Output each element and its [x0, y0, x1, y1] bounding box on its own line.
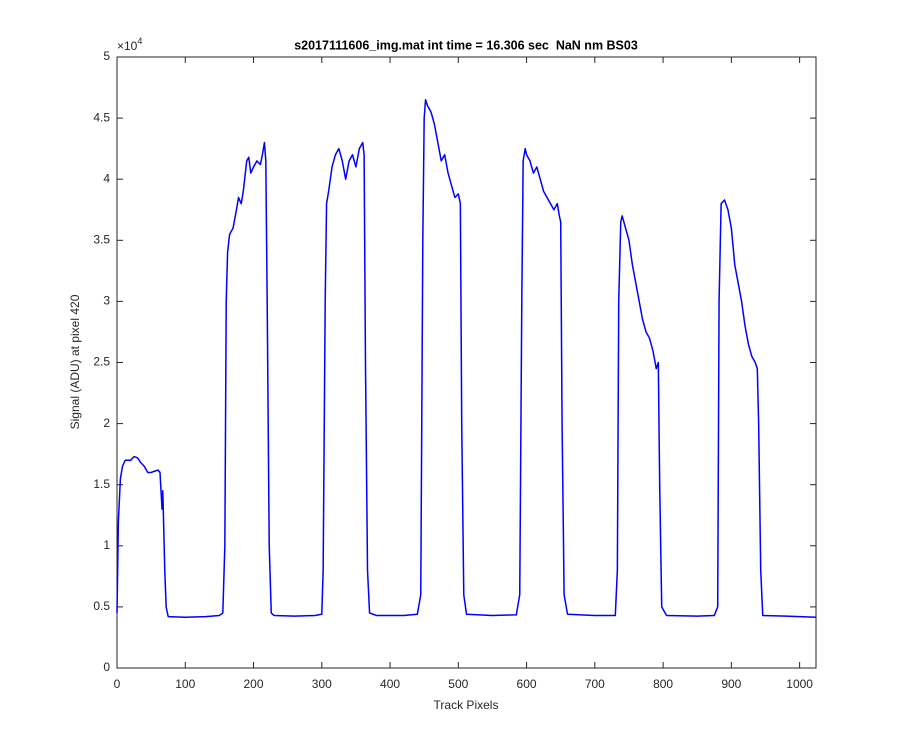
y-tick-label: 2.5 — [93, 355, 110, 369]
signal-line — [116, 99, 817, 619]
x-tick-label: 0 — [114, 677, 121, 691]
y-tick-label: 2 — [103, 416, 110, 430]
y-multiplier: ×104 — [117, 36, 142, 53]
x-tick-label: 700 — [585, 677, 605, 691]
x-tick-label: 900 — [721, 677, 741, 691]
x-axis-label: Track Pixels — [434, 698, 499, 712]
y-tick-label: 3 — [103, 294, 110, 308]
y-tick-label: 0 — [103, 660, 110, 674]
y-tick-label: 1 — [103, 538, 110, 552]
y-multiplier-exponent: 4 — [137, 36, 142, 46]
chart-title: s2017111606_img.mat int time = 16.306 se… — [294, 38, 638, 52]
y-tick-label: 4 — [103, 171, 110, 185]
y-tick-label: 4.5 — [93, 110, 110, 124]
y-tick-label: 3.5 — [93, 232, 110, 246]
x-tick-label: 100 — [175, 677, 195, 691]
y-tick-label: 0.5 — [93, 599, 110, 613]
y-tick-label: 5 — [103, 49, 110, 63]
x-tick-label: 600 — [517, 677, 537, 691]
x-tick-label: 500 — [448, 677, 468, 691]
x-tick-label: 200 — [244, 677, 264, 691]
x-tick-label: 800 — [653, 677, 673, 691]
x-tick-label: 1000 — [786, 677, 813, 691]
x-tick-label: 400 — [380, 677, 400, 691]
y-multiplier-base: ×10 — [117, 39, 138, 53]
y-axis-label: Signal (ADU) at pixel 420 — [68, 294, 82, 429]
x-tick-label: 300 — [312, 677, 332, 691]
y-tick-label: 1.5 — [93, 477, 110, 491]
